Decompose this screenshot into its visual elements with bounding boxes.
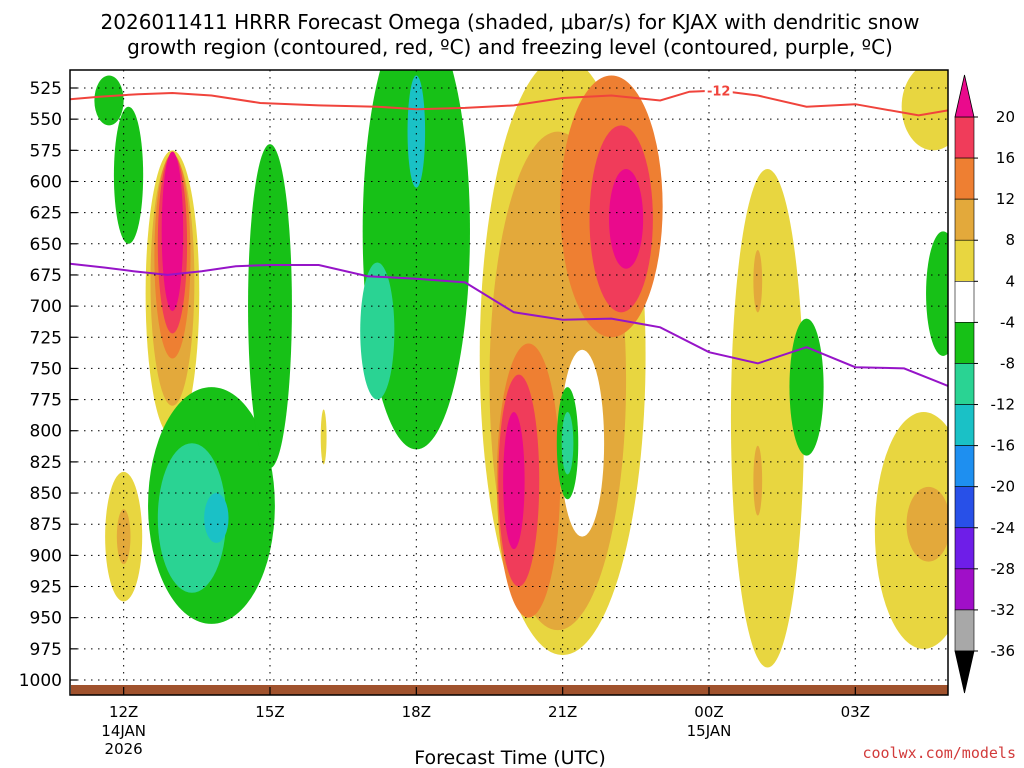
colorbar-swatch-6 — [954, 363, 975, 405]
omega-region-27 — [561, 412, 574, 475]
colorbar-swatch-8 — [954, 445, 975, 487]
colorbar-label-13: -36 — [991, 642, 1016, 660]
omega-region-11 — [204, 493, 229, 543]
colorbar-swatch-9 — [954, 486, 975, 529]
colorbar-label-3: 8 — [1005, 231, 1015, 249]
colorbar-swatch-7 — [954, 404, 975, 446]
x-tick-date-12: 14JAN — [101, 722, 146, 740]
y-tick-label-900: 900 — [30, 546, 62, 566]
y-tick-label-850: 850 — [30, 484, 62, 504]
colorbar-label-10: -24 — [991, 519, 1016, 537]
terrain-strip — [71, 685, 948, 695]
contour-lines: -12 — [70, 83, 948, 387]
colorbar-swatch-2 — [954, 198, 975, 241]
y-tick-label-600: 600 — [30, 172, 62, 192]
omega-region-24 — [608, 169, 644, 269]
omega-region-16 — [407, 75, 426, 188]
y-tick-label-575: 575 — [30, 141, 62, 161]
y-tick-label-650: 650 — [30, 235, 62, 255]
y-tick-label-1000: 1000 — [19, 671, 62, 691]
omega-region-21 — [503, 412, 525, 550]
x-tick-label-24: 00Z — [694, 703, 723, 721]
colorbar-label-2: 12 — [996, 190, 1015, 208]
omega-region-7 — [113, 106, 144, 244]
plot-frame — [69, 69, 949, 696]
omega-region-28 — [730, 169, 805, 668]
omega-region-31 — [789, 318, 824, 456]
colorbar-swatch-3 — [954, 239, 975, 282]
y-tick-label-750: 750 — [30, 359, 62, 379]
colorbar-top-arrow — [954, 74, 975, 118]
y-tick-label-975: 975 — [30, 640, 62, 660]
colorbar: 20 16 12 8 4 -4 -8 -12 -16 -20 -24 -28 -32 -36 — [954, 74, 1016, 694]
y-tick-label-550: 550 — [30, 110, 62, 130]
omega-region-6 — [116, 509, 131, 565]
y-tick-label-950: 950 — [30, 609, 62, 629]
omega-region-33 — [906, 486, 948, 562]
colorbar-label-0: 20 — [996, 108, 1015, 126]
colorbar-label-5: -4 — [1000, 313, 1015, 331]
colorbar-swatch-10 — [954, 527, 975, 570]
chart-title-line1: 2026011411 HRRR Forecast Omega (shaded, … — [101, 10, 920, 34]
chart-title-line2: growth region (contoured, red, ºC) and f… — [127, 35, 893, 59]
y-tick-label-525: 525 — [30, 79, 62, 99]
omega-region-15 — [360, 262, 395, 400]
y-tick-label-700: 700 — [30, 297, 62, 317]
colorbar-swatch-11 — [954, 568, 975, 611]
colorbar-label-4: 4 — [1005, 272, 1015, 290]
dgz-contour-label: -12 — [707, 84, 731, 99]
colorbar-swatch-1 — [954, 157, 975, 200]
colorbar-swatch-4 — [954, 281, 975, 323]
colorbar-label-7: -12 — [991, 396, 1016, 414]
y-tick-label-675: 675 — [30, 266, 62, 286]
y-tick-label-775: 775 — [30, 391, 62, 411]
y-tick-label-825: 825 — [30, 453, 62, 473]
x-tick-label-12: 12Z — [109, 703, 138, 721]
colorbar-label-6: -8 — [1000, 354, 1015, 372]
colorbar-swatch-12 — [954, 609, 975, 652]
colorbar-label-8: -16 — [991, 437, 1016, 455]
colorbar-swatch-5 — [954, 322, 975, 364]
credit-text: coolwx.com/models — [862, 744, 1016, 762]
omega-region-13 — [320, 409, 327, 465]
x-tick-year-12: 2026 — [105, 740, 143, 758]
omega-region-34 — [901, 70, 948, 151]
x-tick-date-24: 15JAN — [687, 722, 732, 740]
x-tick-label-21: 21Z — [548, 703, 577, 721]
y-tick-label-800: 800 — [30, 422, 62, 442]
x-tick-label-15: 15Z — [255, 703, 284, 721]
dgz-label-bg — [704, 83, 733, 98]
y-tick-label-925: 925 — [30, 578, 62, 598]
omega-region-10 — [157, 443, 227, 593]
omega-region-29 — [753, 250, 763, 313]
omega-region-4 — [161, 151, 184, 312]
colorbar-label-9: -20 — [991, 478, 1016, 496]
colorbar-label-1: 16 — [996, 149, 1015, 167]
omega-region-35 — [926, 231, 948, 356]
y-tick-label-625: 625 — [30, 204, 62, 224]
y-tick-label-875: 875 — [30, 515, 62, 535]
omega-region-30 — [753, 445, 763, 516]
colorbar-label-11: -28 — [991, 560, 1016, 578]
x-tick-label-27: 03Z — [841, 703, 870, 721]
y-axis: 525 550 575 600 625 650 675 700 725 750 775 800 825 8… — [19, 79, 77, 691]
omega-shading — [94, 70, 948, 668]
omega-region-12 — [248, 144, 292, 469]
x-tick-label-18: 18Z — [402, 703, 431, 721]
omega-region-8 — [94, 75, 124, 126]
colorbar-swatch-0 — [954, 116, 975, 159]
y-tick-label-725: 725 — [30, 328, 62, 348]
colorbar-label-12: -32 — [991, 601, 1016, 619]
colorbar-bottom-arrow — [954, 650, 975, 694]
freezing-level-line — [70, 262, 948, 387]
x-axis-label: Forecast Time (UTC) — [414, 747, 605, 768]
dgz-contour-line — [70, 89, 948, 117]
